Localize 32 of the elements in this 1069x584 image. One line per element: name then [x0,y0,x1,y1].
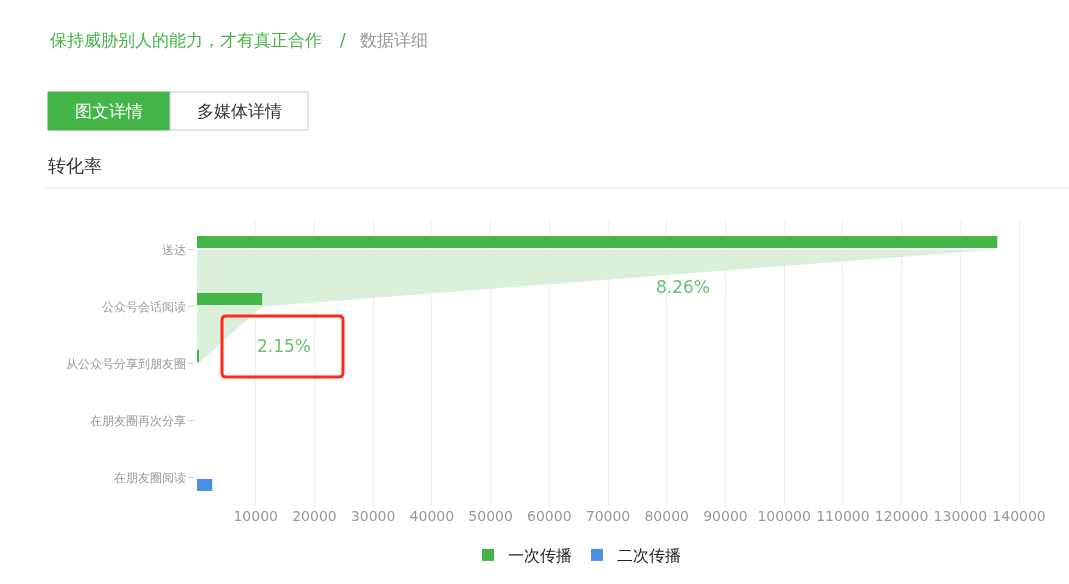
text: / [340,30,346,50]
chart-title: 转化率 [48,155,102,177]
text: 保持威胁别人的能力，才有真正合作 [50,30,322,50]
bar [197,479,213,491]
y-tick-label: 送达 [161,242,186,257]
x-tick-label: 40000 [409,508,455,524]
x-tick-label: 120000 [874,508,929,524]
x-tick-label: 30000 [350,508,396,524]
y-tick-label: 在朋友圈再次分享 [89,413,186,428]
x-tick-label: 80000 [644,508,689,524]
x-tick-label: 70000 [585,508,631,524]
text: 图文详情 [75,101,143,121]
x-tick-label: 140000 [992,508,1046,524]
legend-label: 二次传播 [617,546,681,566]
annotation: 2.15% [257,336,312,356]
y-tick-label: 从公众号分享到朋友圈 [65,356,186,371]
y-tick-label: 公众号会话阅读 [101,299,186,314]
text: 多媒体详情 [197,101,282,121]
x-tick-label: 50000 [468,508,513,524]
x-tick-label: 130000 [933,508,988,524]
x-tick-label: 20000 [292,508,337,524]
x-tick-label: 60000 [527,508,572,524]
annotation: 8.26% [656,277,711,297]
bar [197,236,998,248]
y-tick-label: 在朋友圈阅读 [113,470,186,485]
x-tick-label: 10000 [233,508,278,524]
text: 数据详细 [360,30,428,50]
legend-label: 一次传播 [508,546,572,566]
x-tick-label: 110000 [816,508,870,524]
x-tick-label: 100000 [757,508,811,524]
x-tick-label: 90000 [703,508,748,524]
bar [197,293,263,305]
